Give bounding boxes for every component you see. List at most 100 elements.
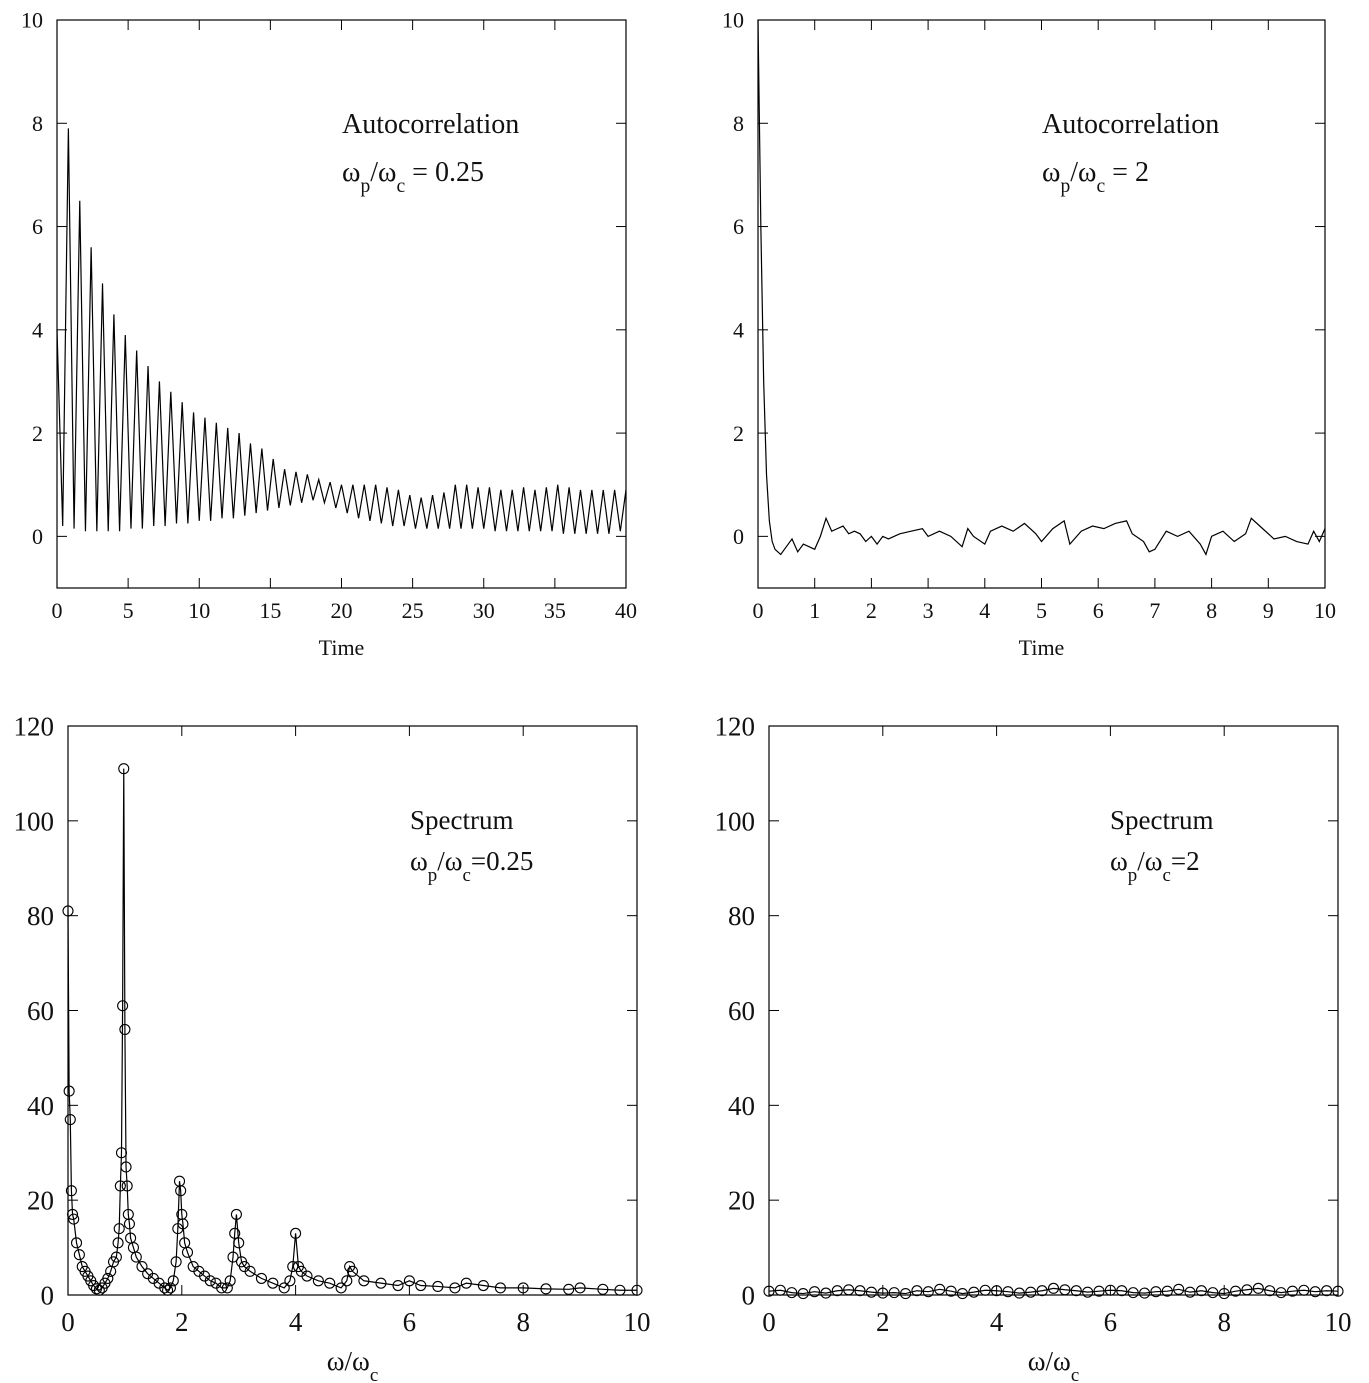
data-point	[1036, 1285, 1048, 1297]
x-tick-label: 10	[624, 1307, 651, 1337]
y-tick-label: 40	[728, 1091, 755, 1121]
data-point	[563, 1283, 575, 1295]
data-point	[1002, 1286, 1014, 1298]
y-tick-label: 4	[733, 318, 744, 343]
data-point	[244, 1265, 256, 1277]
data-point	[1309, 1286, 1321, 1298]
data-point	[70, 1237, 83, 1249]
text-part: Time	[319, 635, 365, 660]
data-point	[121, 1180, 133, 1192]
x-tick-label: 6	[403, 1307, 417, 1337]
y-tick-label: 60	[27, 996, 54, 1026]
x-tick-label: 6	[1104, 1307, 1118, 1337]
x-tick-label: 0	[52, 598, 63, 623]
text-part: Time	[1019, 635, 1065, 660]
data-point	[233, 1237, 245, 1249]
data-point	[1150, 1286, 1162, 1298]
data-point	[1298, 1284, 1310, 1296]
x-tick-label: 3	[923, 598, 934, 623]
data-point	[216, 1282, 228, 1294]
data-point	[1241, 1284, 1253, 1296]
annotation: ωp/ωc=0.25	[410, 846, 533, 886]
data-line	[56, 128, 627, 534]
data-point	[73, 1249, 85, 1261]
data-point	[115, 1147, 128, 1159]
data-line	[67, 768, 637, 1292]
y-tick-label: 120	[715, 711, 756, 741]
data-point	[415, 1279, 427, 1292]
data-point	[287, 1261, 299, 1273]
x-tick-label: 9	[1263, 598, 1274, 623]
data-point	[1173, 1283, 1185, 1295]
x-axis-label: ω/ωc	[1028, 1346, 1079, 1383]
data-point	[888, 1287, 900, 1299]
data-point	[1047, 1282, 1060, 1294]
data-point	[65, 1185, 77, 1197]
text-part: ω	[1042, 157, 1060, 188]
data-point	[68, 1213, 80, 1225]
x-tick-label: 4	[990, 1307, 1004, 1337]
subscript: p	[1060, 176, 1070, 197]
data-point	[224, 1275, 236, 1287]
data-point	[119, 1023, 131, 1036]
data-point	[112, 1237, 124, 1249]
data-point	[123, 1218, 136, 1230]
x-tick-label: 2	[876, 1307, 890, 1337]
y-tick-label: 80	[728, 901, 755, 931]
y-tick-label: 100	[14, 806, 55, 836]
text-part: ω	[1110, 846, 1128, 876]
y-tick-label: 0	[733, 524, 744, 549]
data-point	[221, 1282, 233, 1294]
data-point	[934, 1283, 946, 1295]
data-point	[1093, 1285, 1105, 1297]
y-tick-label: 8	[32, 111, 43, 136]
x-axis-label: Time	[319, 635, 365, 660]
data-point	[911, 1285, 923, 1297]
data-point	[477, 1279, 489, 1292]
x-tick-label: 2	[175, 1307, 189, 1337]
y-tick-label: 2	[32, 421, 43, 446]
data-point	[1207, 1287, 1219, 1299]
text-part: Spectrum	[410, 805, 513, 835]
y-tick-label: 0	[742, 1280, 756, 1310]
data-point	[102, 1272, 114, 1284]
x-tick-label: 4	[979, 598, 990, 623]
data-point	[358, 1275, 370, 1287]
data-point	[631, 1284, 643, 1296]
data-point	[597, 1283, 609, 1295]
subscript: c	[1071, 1365, 1079, 1383]
data-point	[118, 763, 130, 775]
subscript: p	[428, 865, 437, 886]
data-point	[229, 1227, 241, 1239]
data-point	[290, 1227, 302, 1239]
x-tick-label: 5	[1036, 598, 1047, 623]
data-point	[979, 1284, 991, 1296]
data-point	[1252, 1282, 1264, 1294]
y-tick-label: 0	[41, 1280, 55, 1310]
y-tick-label: 6	[32, 214, 43, 239]
text-part: = 0.25	[405, 157, 484, 188]
data-point	[204, 1275, 216, 1287]
data-point	[170, 1256, 182, 1268]
plot-frame	[67, 725, 638, 1296]
data-point	[991, 1285, 1003, 1297]
data-point	[301, 1270, 313, 1282]
subscript: c	[396, 176, 405, 197]
data-point	[1264, 1285, 1276, 1297]
data-point	[177, 1218, 189, 1230]
data-point	[786, 1287, 798, 1299]
x-tick-label: 10	[1314, 598, 1336, 623]
data-point	[167, 1275, 179, 1287]
y-tick-label: 20	[27, 1186, 54, 1216]
data-point	[255, 1272, 268, 1284]
subscript: p	[1128, 865, 1137, 886]
annotation: Autocorrelation	[342, 109, 519, 140]
y-tick-label: 20	[728, 1186, 755, 1216]
data-point	[67, 1208, 79, 1220]
text-part: Autocorrelation	[342, 109, 519, 140]
data-point	[93, 1284, 105, 1296]
text-part: =0.25	[471, 846, 533, 876]
data-point	[432, 1280, 444, 1293]
subscript: c	[1163, 865, 1171, 886]
